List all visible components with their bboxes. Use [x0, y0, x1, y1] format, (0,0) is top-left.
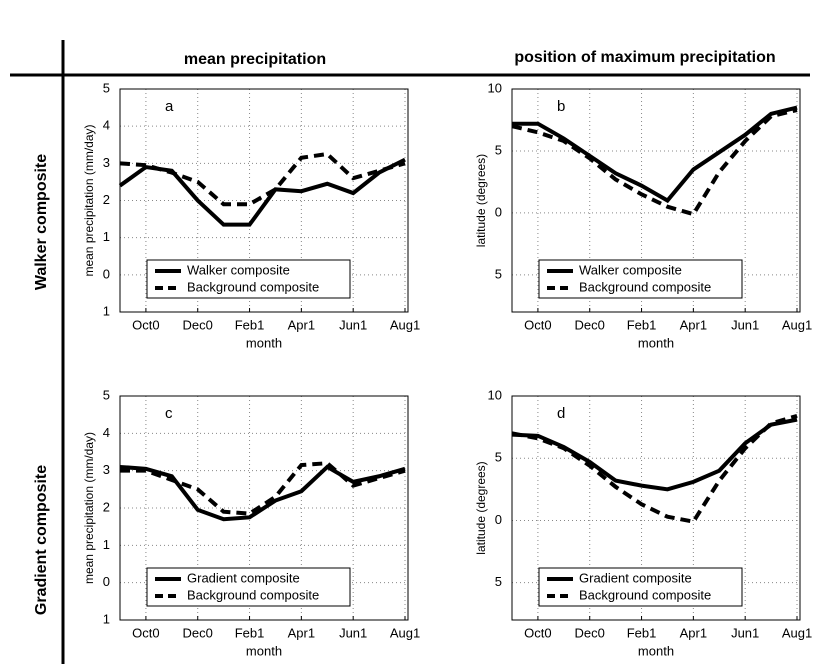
x-tick-label: Aug1 [782, 317, 812, 332]
y-tick-label: 3 [103, 155, 110, 170]
x-tick-label: Aug1 [782, 625, 812, 640]
legend-label: Walker composite [187, 262, 290, 277]
x-tick-label: Dec0 [183, 317, 213, 332]
series-line [511, 413, 798, 524]
y-tick-label: 5 [495, 574, 502, 589]
x-tick-label: Feb1 [627, 625, 657, 640]
x-axis-label: month [246, 335, 282, 350]
axes-frame [511, 88, 801, 313]
y-axis-label: mean precipitation (mm/day) [82, 432, 96, 584]
legend-label: Background composite [579, 587, 711, 602]
y-tick-label: 10 [488, 387, 502, 402]
axes-frame [119, 395, 409, 621]
y-tick-label: 5 [103, 80, 110, 95]
x-tick-label: Apr1 [288, 625, 315, 640]
y-tick-label: 0 [495, 512, 502, 527]
x-axis-label: month [246, 643, 282, 658]
y-axis-label: latitude (degrees) [474, 154, 488, 247]
x-tick-label: Feb1 [627, 317, 657, 332]
legend-label: Background composite [187, 279, 319, 294]
x-tick-label: Feb1 [235, 625, 265, 640]
x-axis-label: month [638, 643, 674, 658]
legend-label: Background composite [579, 279, 711, 294]
series-line [120, 461, 406, 516]
series-line [512, 105, 798, 204]
legend-label: Gradient composite [579, 570, 692, 585]
y-tick-label: 0 [495, 204, 502, 219]
y-tick-label: 1 [103, 611, 110, 626]
x-tick-label: Apr1 [680, 317, 707, 332]
y-axis-label: latitude (degrees) [474, 461, 488, 554]
panel-label: a [165, 98, 174, 115]
series-line [119, 151, 406, 207]
y-tick-label: 1 [103, 303, 110, 318]
panel-label: d [557, 405, 565, 422]
x-tick-label: Oct0 [132, 317, 159, 332]
x-axis-label: month [638, 335, 674, 350]
legend-label: Background composite [187, 587, 319, 602]
x-tick-label: Jun1 [339, 317, 367, 332]
y-tick-label: 3 [103, 462, 110, 477]
x-tick-label: Dec0 [183, 625, 213, 640]
panel-label: c [165, 405, 173, 422]
series-line [119, 464, 406, 522]
y-tick-label: 2 [103, 192, 110, 207]
x-tick-label: Oct0 [524, 317, 551, 332]
x-tick-label: Jun1 [731, 317, 759, 332]
x-tick-label: Dec0 [575, 625, 605, 640]
x-tick-label: Jun1 [731, 625, 759, 640]
y-tick-label: 1 [103, 537, 110, 552]
y-tick-label: 5 [495, 450, 502, 465]
y-tick-label: 5 [103, 387, 110, 402]
x-tick-label: Aug1 [390, 625, 420, 640]
x-tick-label: Oct0 [132, 625, 159, 640]
legend-box [538, 259, 743, 299]
series-line [511, 108, 798, 217]
x-tick-label: Aug1 [390, 317, 420, 332]
x-tick-label: Apr1 [288, 317, 315, 332]
legend-label: Gradient composite [187, 570, 300, 585]
y-tick-label: 0 [103, 574, 110, 589]
column-title: position of maximum precipitation [514, 49, 775, 66]
axes-frame [511, 395, 801, 621]
x-tick-label: Dec0 [575, 317, 605, 332]
column-title: mean precipitation [184, 51, 326, 68]
y-tick-label: 0 [103, 266, 110, 281]
y-tick-label: 1 [103, 229, 110, 244]
x-tick-label: Oct0 [524, 625, 551, 640]
row-title: Gradient composite [33, 465, 50, 615]
legend-box [146, 259, 351, 299]
legend-box [538, 567, 743, 607]
x-tick-label: Apr1 [680, 625, 707, 640]
y-tick-label: 2 [103, 499, 110, 514]
y-tick-label: 5 [495, 142, 502, 157]
y-axis-label: mean precipitation (mm/day) [82, 124, 96, 276]
y-tick-label: 4 [103, 118, 110, 133]
axes-frame [119, 88, 409, 313]
panel-label: b [557, 98, 565, 115]
x-tick-label: Jun1 [339, 625, 367, 640]
y-tick-label: 5 [495, 266, 502, 281]
x-tick-label: Feb1 [235, 317, 265, 332]
y-tick-label: 10 [488, 80, 502, 95]
row-title: Walker composite [33, 154, 50, 290]
legend-label: Walker composite [579, 262, 682, 277]
legend-box [146, 567, 351, 607]
y-tick-label: 4 [103, 425, 110, 440]
